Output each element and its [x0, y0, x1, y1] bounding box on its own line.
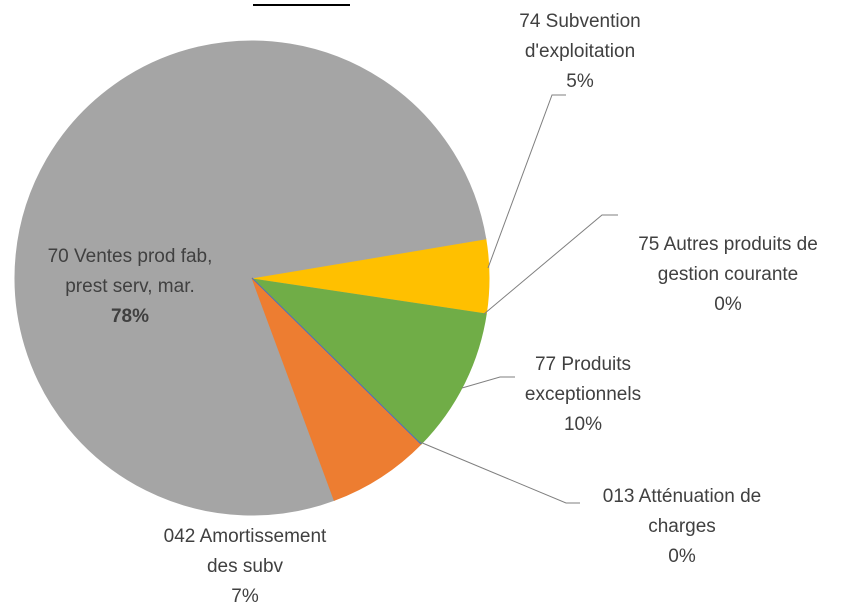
category-label: 042 Amortissement des subv: [163, 526, 327, 577]
percent-label: 7%: [231, 586, 259, 607]
leader-line: [487, 94, 566, 269]
leader-lines: [419, 94, 618, 504]
category-label: 013 Atténuation de charges: [602, 486, 762, 537]
pie-slice: [250, 277, 487, 445]
slice-label: 77 Produits exceptionnels 10%: [513, 350, 653, 440]
leader-line: [419, 441, 580, 504]
slice-label: 74 Subvention d'exploitation 5%: [505, 7, 655, 97]
category-label: 74 Subvention d'exploitation: [519, 11, 641, 62]
pie-slice: [251, 277, 422, 501]
slice-label: 013 Atténuation de charges 0%: [592, 482, 772, 572]
percent-label: 5%: [566, 71, 594, 92]
slice-label: 70 Ventes prod fab, prest serv, mar. 78%: [35, 242, 225, 332]
pie-slice: [14, 40, 487, 516]
slice-label: 042 Amortissement des subv 7%: [155, 522, 335, 612]
leader-line: [461, 376, 515, 389]
category-label: 75 Autres produits de gestion courante: [638, 234, 818, 285]
percent-label: 0%: [714, 294, 742, 315]
percent-label: 0%: [668, 546, 696, 567]
category-label: 77 Produits exceptionnels: [524, 354, 642, 405]
category-label: 70 Ventes prod fab, prest serv, mar.: [47, 246, 213, 297]
leader-line: [483, 214, 618, 315]
percent-label: 10%: [563, 414, 603, 435]
percent-label: 78%: [110, 306, 150, 327]
slice-label: 75 Autres produits de gestion courante 0%: [638, 230, 818, 320]
pie-slice: [251, 277, 422, 445]
